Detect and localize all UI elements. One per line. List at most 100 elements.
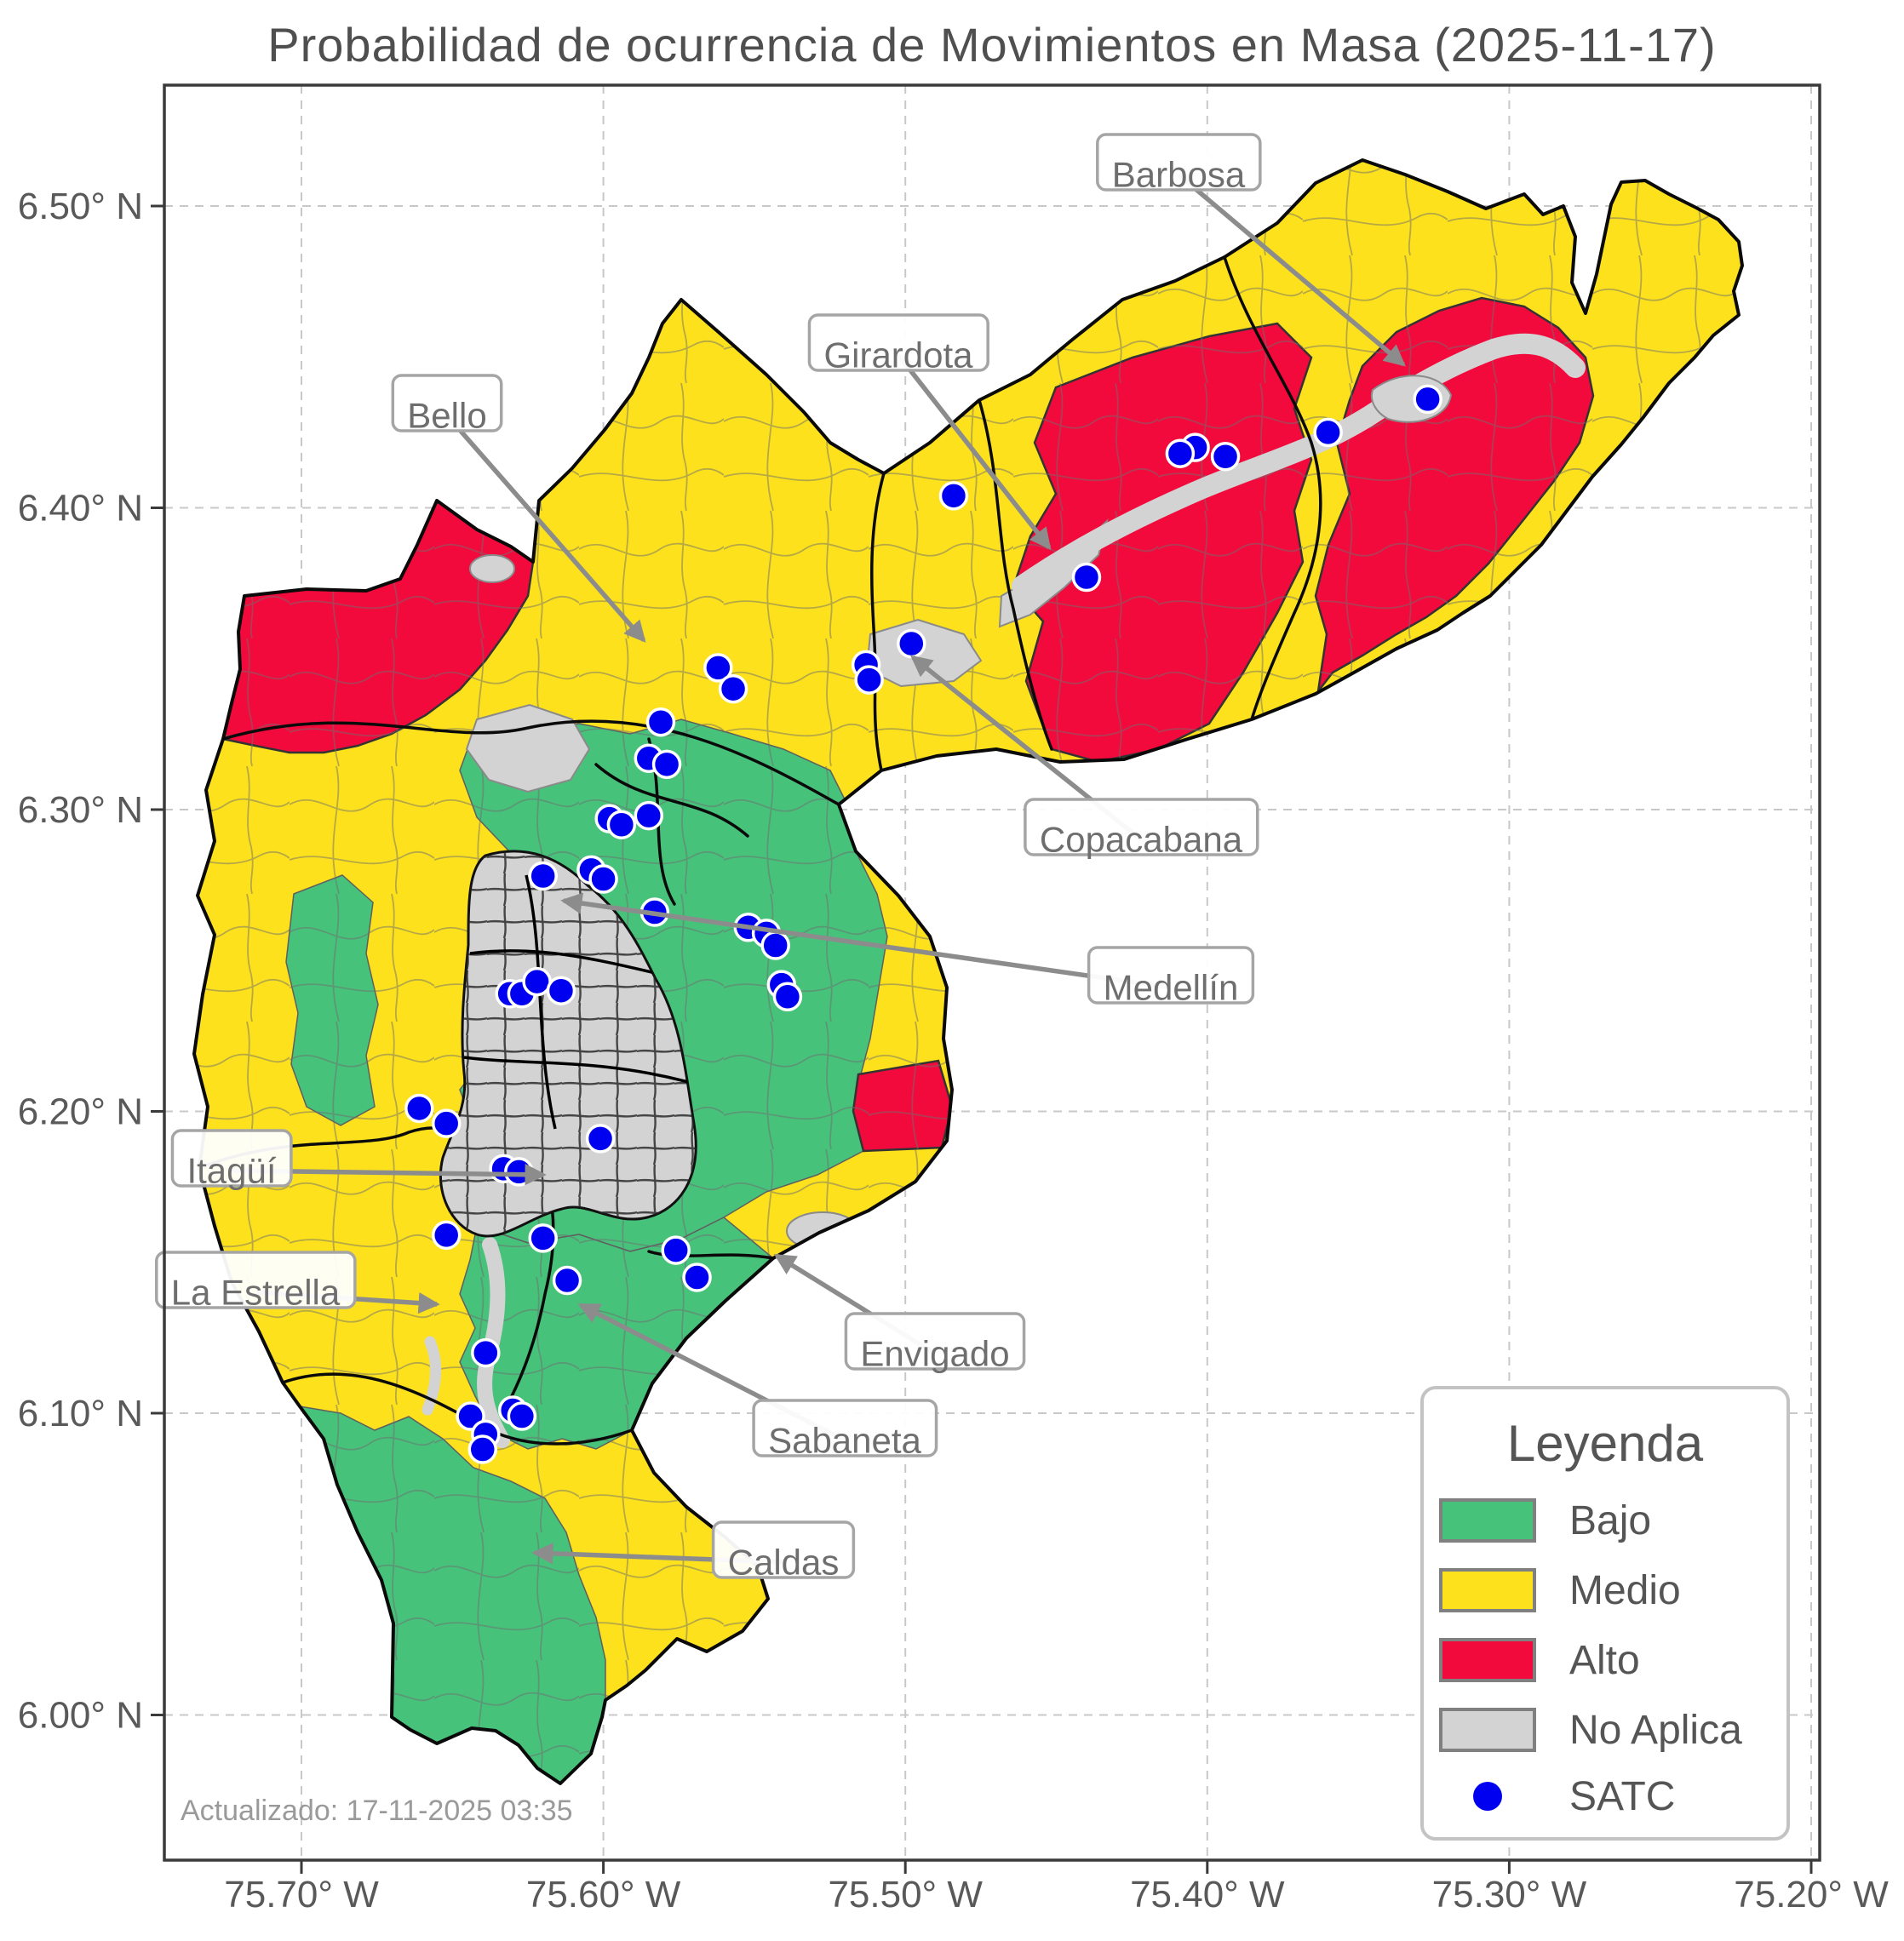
legend-swatch — [1439, 1568, 1536, 1612]
legend-item-label: SATC — [1569, 1774, 1675, 1819]
map-callout-sabaneta: Sabaneta — [577, 1303, 938, 1461]
satc-dot — [504, 1157, 534, 1187]
map-callout-la-estrella: La Estrella — [155, 1251, 440, 1314]
x-tick-label: 75.50° W — [828, 1874, 983, 1915]
callout-box — [1024, 798, 1259, 856]
satc-dot — [431, 1220, 462, 1251]
no-aplica-regions — [319, 333, 1586, 1448]
legend-swatch — [1439, 1638, 1536, 1682]
satc-dot — [661, 1235, 691, 1265]
callout-label: Bello — [407, 396, 486, 436]
satc-dot — [552, 1265, 582, 1296]
callout-box — [711, 1520, 856, 1579]
satc-dot — [546, 976, 576, 1005]
satc-dot — [854, 665, 884, 695]
satc-dot — [634, 800, 664, 831]
legend-swatch — [1439, 1498, 1536, 1543]
callout-box — [391, 374, 503, 432]
y-tick-label: 6.00° N — [18, 1695, 143, 1737]
legend-title: Leyenda — [1507, 1415, 1704, 1472]
y-tick-label: 6.20° N — [18, 1091, 143, 1133]
legend-item-label: No Aplica — [1569, 1708, 1742, 1753]
legend-item-medio: Medio — [1439, 1568, 1681, 1613]
satc-dot — [760, 930, 790, 960]
axes-frame — [163, 83, 1821, 1862]
x-tick-label: 75.30° W — [1432, 1874, 1587, 1915]
callout-label: La Estrella — [171, 1273, 341, 1313]
legend-item-satc: SATC — [1473, 1774, 1675, 1819]
map-callout-medellin: Medellín — [560, 892, 1255, 1008]
callout-label: Itagüí — [186, 1151, 276, 1191]
y-tick-label: 6.10° N — [18, 1393, 143, 1434]
callout-label: Sabaneta — [768, 1421, 921, 1461]
callout-box — [844, 1312, 1026, 1371]
satc-dot — [588, 864, 618, 894]
x-tick-label: 75.60° W — [526, 1874, 681, 1915]
satc-dot — [471, 1337, 501, 1368]
x-tick-label: 75.20° W — [1734, 1874, 1889, 1915]
callout-leader-line — [560, 892, 1172, 990]
satc-dot — [528, 1223, 558, 1253]
map-callout-itagui: Itagüí — [170, 1129, 547, 1191]
satc-dot — [1413, 384, 1442, 415]
callout-label: Copacabana — [1040, 820, 1243, 860]
map-callout-caldas: Caldas — [531, 1520, 856, 1583]
callout-box — [807, 313, 989, 372]
satc-dot — [431, 1108, 462, 1138]
annotations-layer: Barbosa Girardota Bello Copacabana Medellín I… — [155, 133, 1406, 1583]
legend-item-alto: Alto — [1439, 1638, 1640, 1683]
callout-box — [155, 1251, 357, 1309]
callout-leader-line — [444, 414, 646, 643]
map-callout-copacabana: Copacabana — [910, 655, 1259, 860]
map-callout-girardota: Girardota — [807, 313, 1052, 550]
callout-leader-line — [896, 353, 1052, 550]
y-tick-label: 6.30° N — [18, 789, 143, 831]
y-tick-label: 6.40° N — [18, 488, 143, 530]
satc-dot — [718, 673, 748, 704]
callout-label: Envigado — [860, 1334, 1009, 1374]
map-callout-barbosa: Barbosa — [1096, 133, 1406, 367]
callout-label: Medellín — [1104, 968, 1239, 1008]
satc-dot — [1071, 562, 1102, 593]
updated-timestamp: Actualizado: 17-11-2025 03:35 — [181, 1795, 573, 1827]
callout-box — [752, 1399, 938, 1457]
satc-dot — [938, 481, 969, 511]
satc-dot — [528, 861, 558, 891]
legend-item-no-aplica: No Aplica — [1439, 1708, 1742, 1753]
legend: Leyenda Bajo Medio Alto No Aplica SATC — [1420, 1386, 1790, 1841]
callout-box — [170, 1129, 293, 1188]
satc-dot — [1165, 438, 1196, 468]
y-tick-label: 6.50° N — [18, 186, 143, 227]
callout-leader-line — [1177, 172, 1406, 367]
satc-dot — [645, 707, 676, 737]
satc-dot — [897, 628, 926, 659]
legend-item-label: Alto — [1569, 1638, 1640, 1683]
legend-swatch — [1439, 1708, 1536, 1752]
satc-dot — [703, 653, 733, 683]
satc-stations-layer — [404, 384, 1442, 1464]
satc-dot — [404, 1093, 434, 1124]
callout-label: Caldas — [728, 1543, 840, 1583]
satc-dot — [507, 1401, 537, 1431]
legend-item-label: Bajo — [1569, 1498, 1651, 1543]
callout-box — [1087, 946, 1255, 1005]
satc-dot — [651, 749, 682, 780]
legend-item-bajo: Bajo — [1439, 1498, 1651, 1543]
axis-ticks: 75.70° W 75.60° W 75.50° W 75.40° W 75.30° W… — [18, 186, 1889, 1915]
satc-dot — [1210, 441, 1241, 472]
satc-dot — [585, 1124, 616, 1154]
figure-title: Probabilidad de ocurrencia de Movimiento… — [267, 18, 1716, 72]
satc-dot — [522, 966, 552, 997]
satc-dot — [1313, 417, 1343, 448]
legend-satc-marker — [1473, 1782, 1502, 1811]
map-callout-bello: Bello — [391, 374, 646, 643]
callout-box — [1096, 133, 1262, 192]
map-callout-envigado: Envigado — [773, 1253, 1026, 1374]
x-tick-label: 75.70° W — [224, 1874, 379, 1915]
satc-dot — [772, 982, 803, 1012]
satc-dot — [467, 1434, 498, 1464]
legend-item-label: Medio — [1569, 1568, 1681, 1613]
satc-dot — [682, 1263, 712, 1292]
x-tick-label: 75.40° W — [1130, 1874, 1285, 1915]
